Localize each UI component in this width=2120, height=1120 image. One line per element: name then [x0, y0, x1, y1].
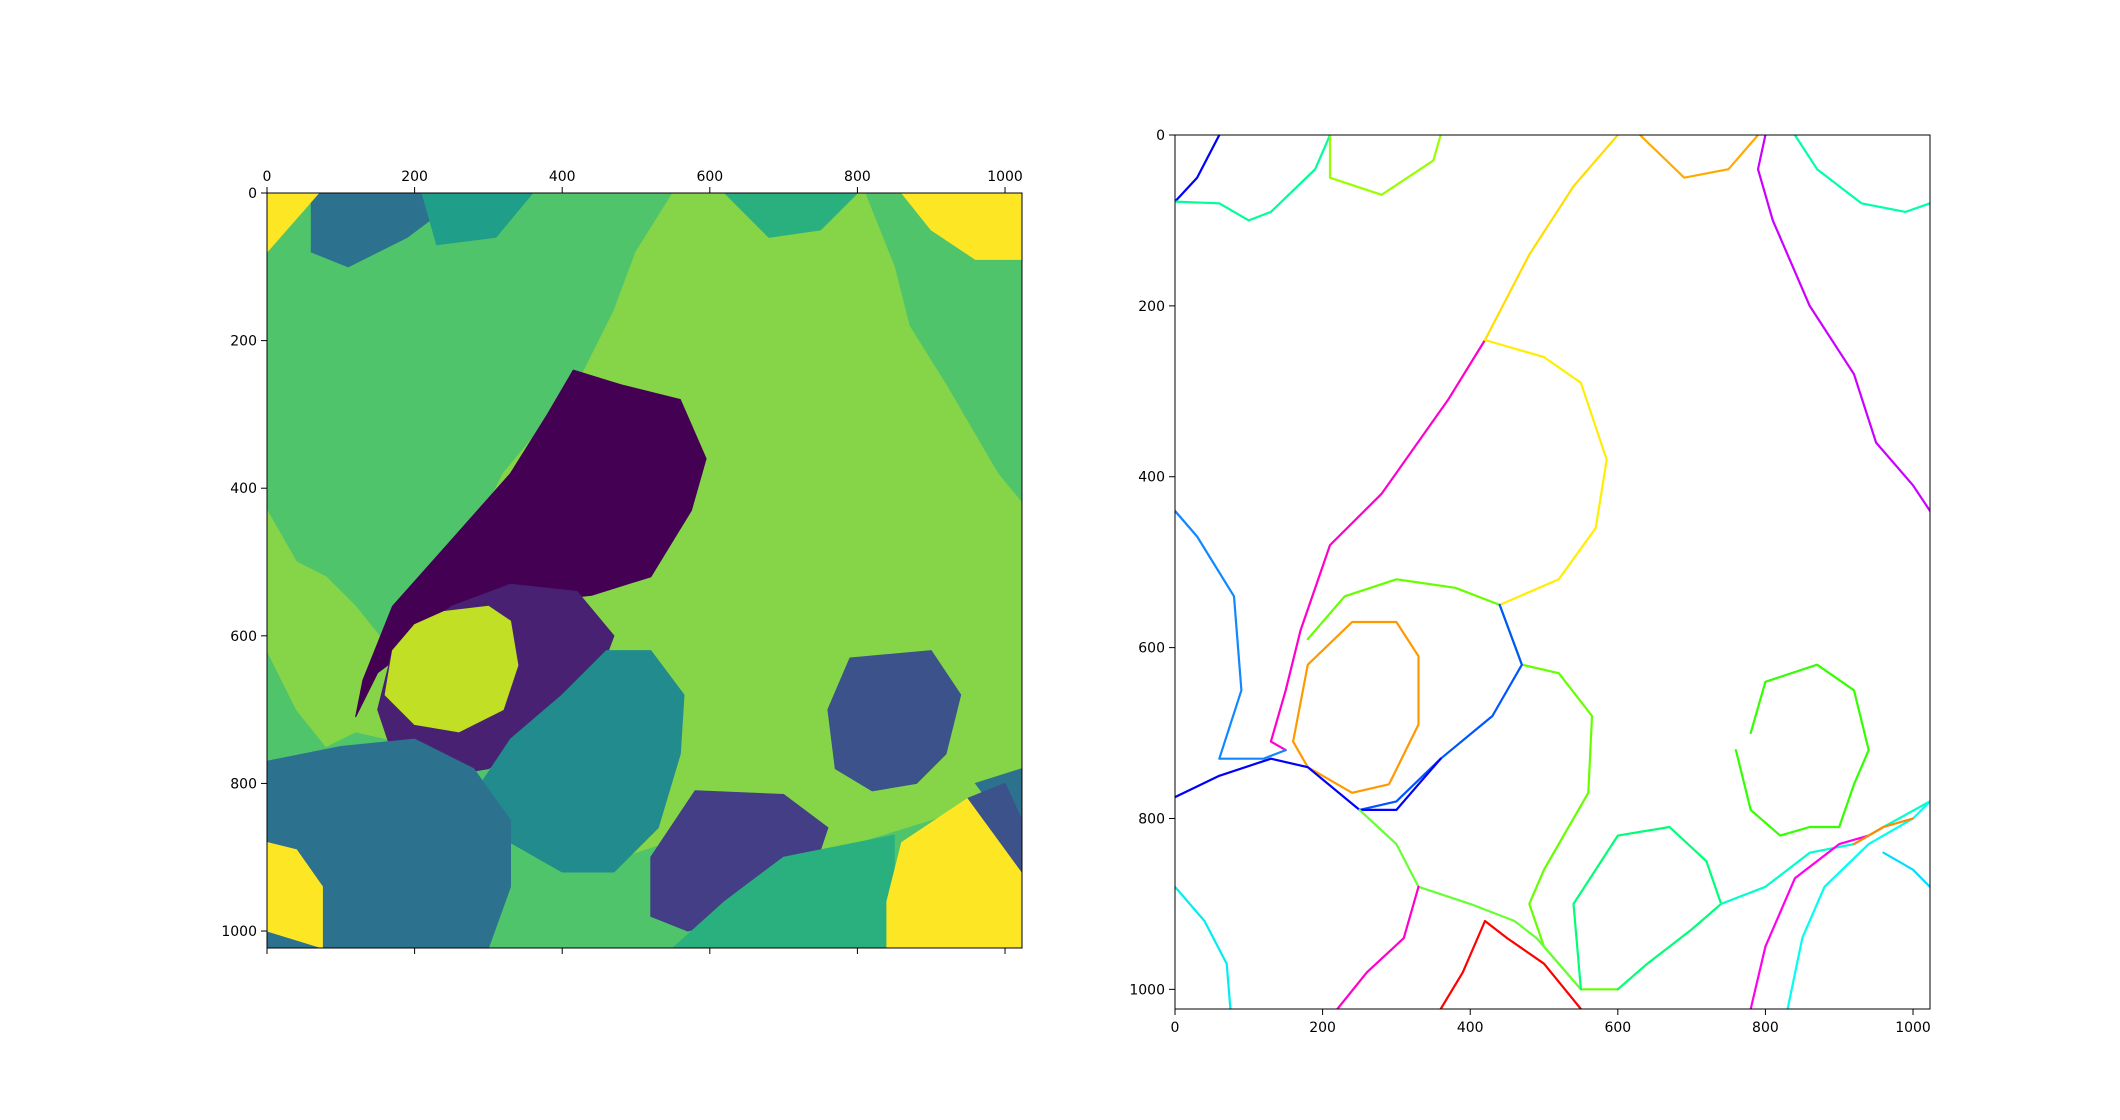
contour-line-24 — [1852, 817, 1915, 846]
y-tick-label: 600 — [230, 629, 257, 645]
right-axes-frame — [1174, 134, 1931, 1010]
contour-line-1 — [1175, 135, 1332, 222]
segment-region-4 — [384, 605, 519, 733]
contour-line-6 — [1793, 135, 1930, 213]
label-regions — [267, 193, 1022, 948]
x-tick-label: 200 — [401, 169, 428, 185]
contour-line-20 — [1749, 834, 1870, 1009]
right-y-axis-ticks: 0 200 400 600 800 1000 — [1129, 128, 1175, 998]
x-tick-label: 600 — [696, 169, 723, 185]
segment-region-14 — [267, 193, 320, 253]
y-tick-label: 800 — [230, 776, 257, 792]
segment-region-15 — [901, 193, 1022, 260]
y-tick-label: 600 — [1138, 641, 1165, 657]
segment-region-16 — [723, 193, 859, 238]
segment-region-9 — [672, 834, 895, 948]
y-tick-label: 200 — [230, 334, 257, 350]
x-tick-label: 400 — [1457, 1020, 1484, 1036]
contour-line-0 — [1175, 135, 1221, 203]
segment-region-18 — [967, 782, 1022, 873]
x-tick-label: 400 — [549, 169, 576, 185]
y-tick-label: 0 — [248, 186, 257, 202]
contour-line-15 — [1358, 808, 1583, 991]
contour-line-3 — [1483, 135, 1619, 342]
x-tick-label: 0 — [1171, 1020, 1180, 1036]
contour-line-12 — [1175, 509, 1287, 760]
contour-line-4 — [1638, 135, 1760, 179]
segment-region-11 — [267, 841, 323, 948]
contour-line-22 — [1786, 800, 1930, 1009]
contour-line-2 — [1328, 135, 1442, 196]
contour-line-7 — [1269, 338, 1487, 752]
contour-line-8 — [1483, 338, 1608, 607]
contour-line-5 — [1756, 135, 1930, 512]
y-tick-label: 200 — [1138, 299, 1165, 315]
contour-line-14 — [1734, 663, 1870, 837]
contour-boundaries-panel: 0 200 400 600 800 1000 0 200 400 600 800 1000 — [1129, 128, 1930, 1036]
left-axes-frame — [266, 192, 1023, 949]
x-tick-label: 200 — [1309, 1020, 1336, 1036]
y-tick-label: 400 — [230, 481, 257, 497]
x-tick-label: 800 — [1752, 1020, 1779, 1036]
segment-region-7 — [827, 650, 962, 792]
contour-line-11 — [1358, 603, 1524, 812]
left-x-axis-ticks: 0 200 400 600 800 1000 — [263, 169, 1023, 954]
segmentation-label-map-panel: 0 200 400 600 800 1000 0 200 400 600 800 1000 — [221, 169, 1023, 954]
contour-line-13 — [1175, 757, 1442, 812]
contour-line-18 — [1572, 825, 1723, 991]
contour-lines — [1175, 135, 1930, 1009]
x-tick-label: 600 — [1604, 1020, 1631, 1036]
x-tick-label: 1000 — [987, 169, 1023, 185]
segment-region-13 — [421, 193, 534, 246]
y-tick-label: 800 — [1138, 811, 1165, 827]
segment-region-6 — [267, 738, 511, 948]
left-y-axis-ticks: 0 200 400 600 800 1000 — [221, 186, 267, 940]
contour-line-16 — [1336, 885, 1420, 1009]
segment-region-5 — [480, 650, 685, 873]
y-tick-label: 0 — [1156, 128, 1165, 144]
x-tick-label: 800 — [844, 169, 871, 185]
y-tick-label: 400 — [1138, 470, 1165, 486]
contour-line-21 — [1175, 885, 1232, 1009]
y-tick-label: 1000 — [221, 924, 257, 940]
y-tick-label: 1000 — [1129, 982, 1165, 998]
x-tick-label: 1000 — [1895, 1020, 1931, 1036]
contour-line-17 — [1439, 919, 1583, 1009]
x-tick-label: 0 — [263, 169, 272, 185]
contour-line-9 — [1306, 578, 1619, 991]
contour-line-23 — [1882, 851, 1930, 888]
contour-line-10 — [1291, 620, 1420, 794]
right-x-axis-ticks: 0 200 400 600 800 1000 — [1171, 1009, 1931, 1036]
